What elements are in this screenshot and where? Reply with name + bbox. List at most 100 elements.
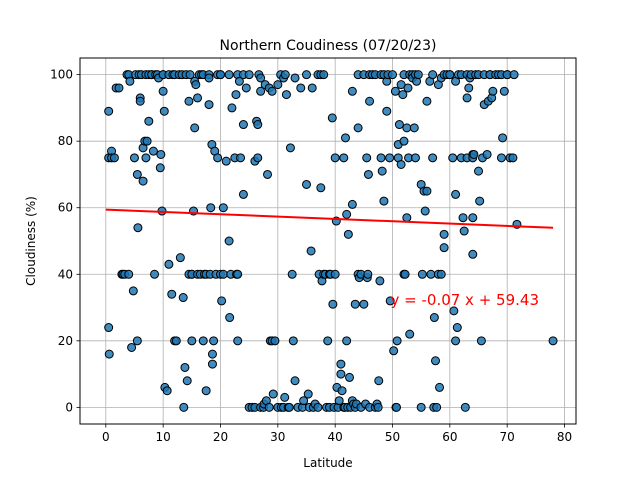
data-point xyxy=(299,396,309,406)
data-point xyxy=(270,336,280,346)
data-point xyxy=(159,106,169,116)
data-point xyxy=(373,402,383,412)
data-point xyxy=(224,70,234,80)
data-point xyxy=(171,336,181,346)
data-point xyxy=(227,103,237,113)
x-tick-label: 80 xyxy=(557,430,572,444)
data-point xyxy=(365,96,375,106)
data-point xyxy=(125,76,135,86)
y-tick-label: 100 xyxy=(50,68,73,82)
data-point xyxy=(416,402,426,412)
data-point xyxy=(362,153,372,163)
data-point xyxy=(396,159,406,169)
data-point xyxy=(221,156,231,166)
data-point xyxy=(375,276,385,286)
data-point xyxy=(104,106,114,116)
data-point xyxy=(388,70,398,80)
data-point xyxy=(268,389,278,399)
data-point xyxy=(132,169,142,179)
data-point xyxy=(175,253,185,263)
data-point xyxy=(218,203,228,213)
data-point xyxy=(253,153,263,163)
data-point xyxy=(303,389,313,399)
data-point xyxy=(215,70,225,80)
data-point xyxy=(158,86,168,96)
data-point xyxy=(135,96,145,106)
data-point xyxy=(409,123,419,133)
data-point xyxy=(431,356,441,366)
data-point xyxy=(422,186,432,196)
data-point xyxy=(468,249,478,259)
x-axis-ticks: 0 10 20 30 40 50 60 70 80 xyxy=(102,424,572,444)
data-point xyxy=(343,229,353,239)
data-point xyxy=(405,329,415,339)
data-point xyxy=(402,213,412,223)
data-point xyxy=(144,116,154,126)
data-point xyxy=(403,83,413,93)
data-point xyxy=(475,196,485,206)
data-point xyxy=(109,153,119,163)
data-point xyxy=(385,296,395,306)
data-point xyxy=(334,396,344,406)
data-point xyxy=(402,123,412,133)
data-point xyxy=(307,83,317,93)
data-point xyxy=(190,123,200,133)
data-point xyxy=(236,153,246,163)
data-point xyxy=(394,120,404,130)
data-point xyxy=(256,73,266,83)
data-point xyxy=(114,83,124,93)
regression-equation: y = -0.07 x + 59.43 xyxy=(391,291,539,309)
data-point xyxy=(141,153,151,163)
data-point xyxy=(469,149,479,159)
data-point xyxy=(389,346,399,356)
x-tick-label: 10 xyxy=(156,430,171,444)
data-point xyxy=(382,106,392,116)
data-point xyxy=(178,293,188,303)
data-point xyxy=(155,163,165,173)
y-tick-label: 0 xyxy=(65,400,73,414)
data-point xyxy=(225,313,235,323)
data-point xyxy=(436,269,446,279)
data-point xyxy=(128,286,138,296)
data-point xyxy=(290,376,300,386)
x-tick-label: 30 xyxy=(270,430,285,444)
data-point xyxy=(290,73,300,83)
data-point xyxy=(206,203,216,213)
data-point xyxy=(435,382,445,392)
data-point xyxy=(336,369,346,379)
data-point xyxy=(238,120,248,130)
data-point xyxy=(273,80,283,90)
data-point xyxy=(468,213,478,223)
regression-layer xyxy=(105,208,554,229)
data-point xyxy=(217,296,227,306)
scatter-points xyxy=(104,70,558,412)
data-point xyxy=(204,73,214,83)
data-point xyxy=(482,149,492,159)
data-point xyxy=(148,146,158,156)
data-point xyxy=(127,342,137,352)
data-point xyxy=(256,86,266,96)
chart-title: Northern Coudiness (07/20/23) xyxy=(220,38,437,54)
data-point xyxy=(238,189,248,199)
data-point xyxy=(167,289,177,299)
data-point xyxy=(330,153,340,163)
x-axis-title: Latitude xyxy=(303,456,352,470)
data-point xyxy=(281,90,291,100)
data-point xyxy=(460,402,470,412)
data-point xyxy=(458,213,468,223)
data-point xyxy=(509,70,519,80)
y-axis-ticks: 0 20 40 60 80 100 xyxy=(50,68,80,414)
data-point xyxy=(231,90,241,100)
data-point xyxy=(204,100,214,110)
regression-line xyxy=(105,208,554,229)
data-point xyxy=(347,199,357,209)
data-point xyxy=(187,336,197,346)
x-tick-label: 60 xyxy=(442,430,457,444)
data-point xyxy=(374,376,384,386)
data-point xyxy=(319,70,329,80)
data-point xyxy=(150,269,160,279)
data-point xyxy=(164,259,174,269)
data-point xyxy=(201,386,211,396)
y-axis-title: Cloudiness (%) xyxy=(24,196,38,286)
